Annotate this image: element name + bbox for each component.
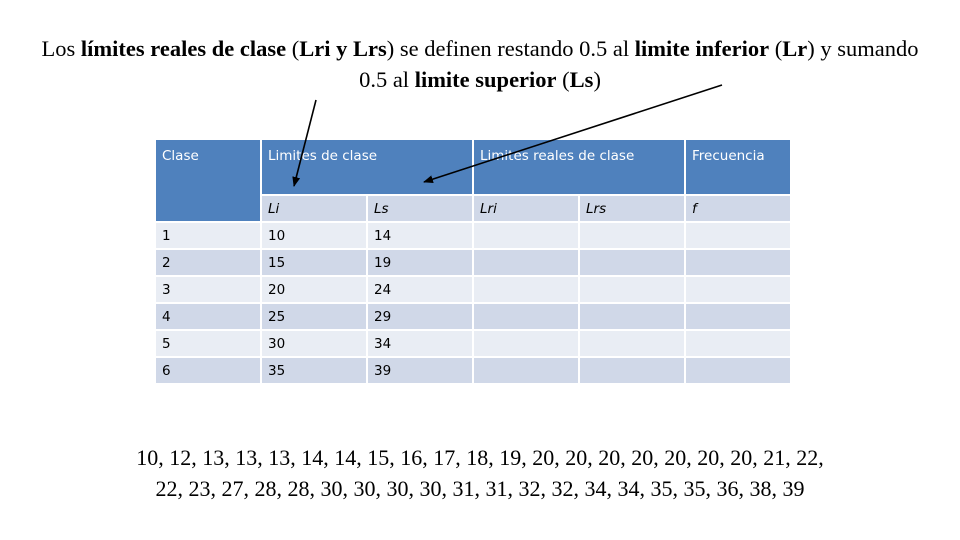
cell-lrs (578, 329, 686, 358)
cell-lri (472, 248, 580, 277)
title-bold-text: limite superior (414, 67, 557, 92)
table-row: 2 15 19 (154, 248, 792, 277)
cell-f (684, 329, 792, 358)
subheader-ls: Ls (366, 194, 474, 223)
cell-f (684, 302, 792, 331)
cell-li: 20 (260, 275, 368, 304)
cell-lri (472, 221, 580, 250)
title-bold-text: Ls (569, 67, 594, 92)
cell-clase: 2 (154, 248, 262, 277)
slide-title: Los límites reales de clase (Lri y Lrs) … (40, 33, 920, 95)
cell-ls: 19 (366, 248, 474, 277)
table-row: 5 30 34 (154, 329, 792, 358)
title-text: ( (556, 67, 570, 92)
header-limites-reales: Limites reales de clase (472, 138, 686, 196)
cell-f (684, 248, 792, 277)
title-text: ) (593, 67, 601, 92)
cell-lrs (578, 275, 686, 304)
title-text: ( (769, 36, 783, 61)
cell-lri (472, 356, 580, 385)
arrow-to-ls (423, 84, 723, 184)
table-row: 4 25 29 (154, 302, 792, 331)
cell-clase: 1 (154, 221, 262, 250)
title-text: ) se definen restando 0.5 al (386, 36, 635, 61)
subheader-lrs: Lrs (578, 194, 686, 223)
cell-ls: 34 (366, 329, 474, 358)
cell-clase: 6 (154, 356, 262, 385)
title-text: Los (41, 36, 81, 61)
cell-ls: 14 (366, 221, 474, 250)
cell-clase: 4 (154, 302, 262, 331)
table-row: 6 35 39 (154, 356, 792, 385)
title-bold-text: límites reales de clase (80, 36, 287, 61)
cell-lri (472, 329, 580, 358)
cell-lri (472, 302, 580, 331)
title-bold-text: Lr (782, 36, 808, 61)
cell-f (684, 275, 792, 304)
cell-li: 35 (260, 356, 368, 385)
header-limites-de-clase: Limites de clase (260, 138, 474, 196)
cell-lrs (578, 356, 686, 385)
cell-lrs (578, 248, 686, 277)
table-row: 3 20 24 (154, 275, 792, 304)
subheader-lri: Lri (472, 194, 580, 223)
cell-lri (472, 275, 580, 304)
cell-lrs (578, 302, 686, 331)
arrow-to-li (292, 99, 317, 187)
header-clase: Clase (154, 138, 262, 223)
data-line-2: 22, 23, 27, 28, 28, 30, 30, 30, 30, 31, … (155, 476, 805, 501)
cell-clase: 3 (154, 275, 262, 304)
cell-lrs (578, 221, 686, 250)
header-frecuencia: Frecuencia (684, 138, 792, 196)
cell-ls: 24 (366, 275, 474, 304)
table-subheader-row: Li Ls Lri Lrs f (155, 194, 792, 223)
table-row: 1 10 14 (154, 221, 792, 250)
title-bold-text: limite inferior (634, 36, 770, 61)
data-line-1: 10, 12, 13, 13, 13, 14, 14, 15, 16, 17, … (136, 445, 824, 470)
cell-li: 10 (260, 221, 368, 250)
cell-li: 15 (260, 248, 368, 277)
cell-clase: 5 (154, 329, 262, 358)
subheader-f: f (684, 194, 792, 223)
raw-data-list: 10, 12, 13, 13, 13, 14, 14, 15, 16, 17, … (30, 442, 930, 504)
table-header-row: Clase Limites de clase Limites reales de… (154, 138, 792, 223)
cell-li: 30 (260, 329, 368, 358)
subheader-li: Li (260, 194, 368, 223)
cell-f (684, 356, 792, 385)
cell-ls: 39 (366, 356, 474, 385)
class-limits-table: Clase Limites de clase Limites reales de… (154, 138, 792, 385)
title-text: ( (286, 36, 300, 61)
cell-ls: 29 (366, 302, 474, 331)
title-text: ) y sumando 0.5 al (359, 36, 919, 92)
title-bold-text: Lri y Lrs (299, 36, 387, 61)
cell-li: 25 (260, 302, 368, 331)
cell-f (684, 221, 792, 250)
